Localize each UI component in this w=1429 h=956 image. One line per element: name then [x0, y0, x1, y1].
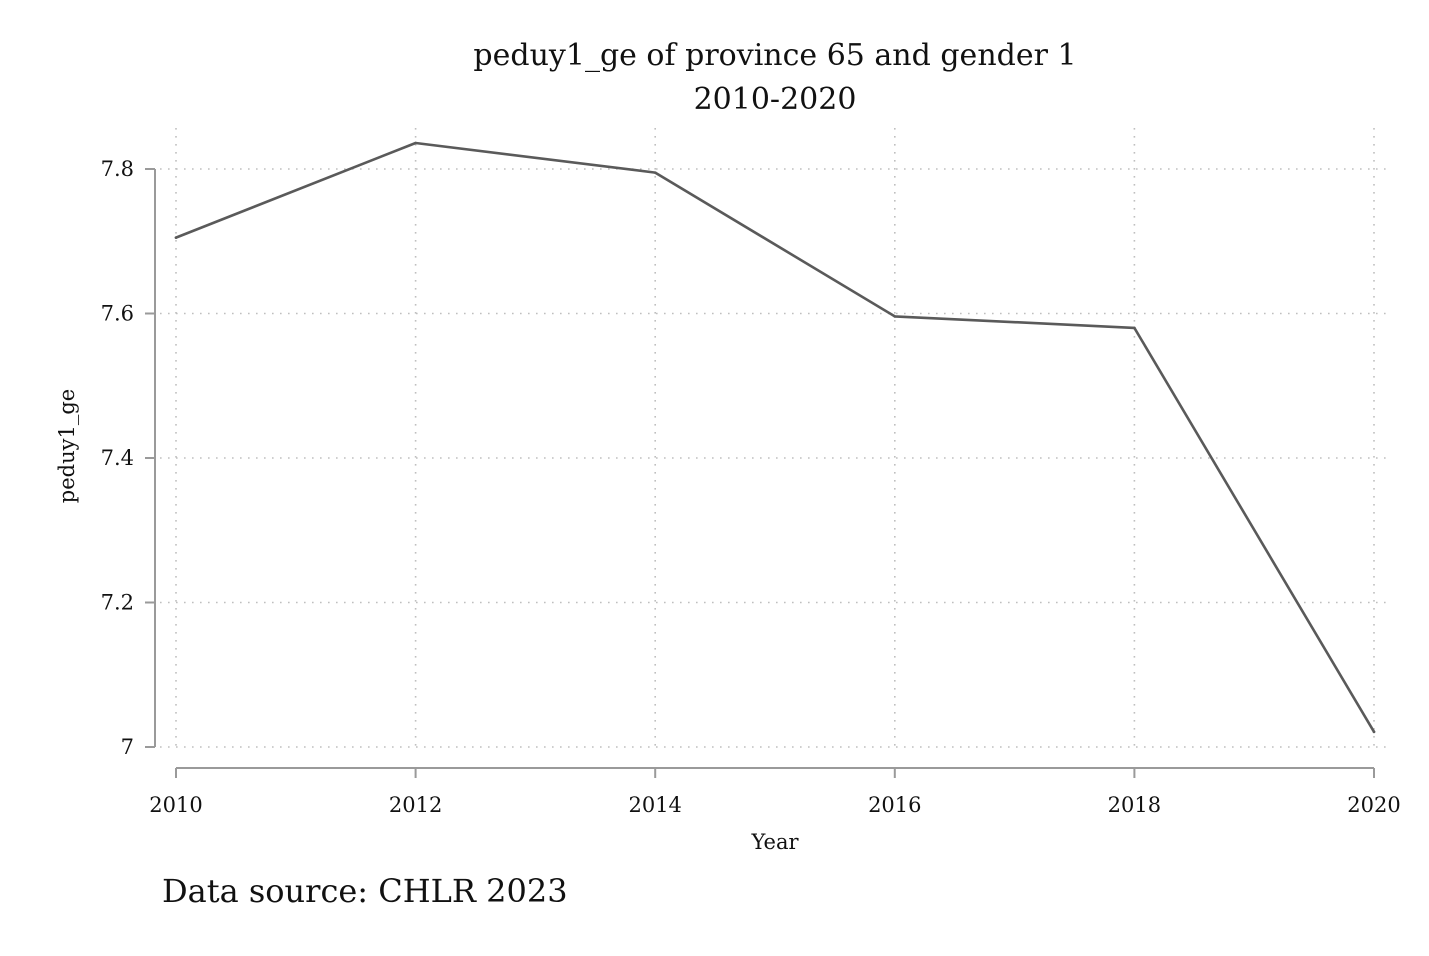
x-tick-label: 2016: [868, 793, 921, 817]
y-tick-label: 7: [121, 735, 134, 759]
series-layer: [174, 141, 1376, 734]
x-tick-label: 2018: [1108, 793, 1161, 817]
x-axis-title: Year: [750, 830, 799, 854]
grid: [160, 128, 1392, 752]
data-source-note: Data source: CHLR 2023: [162, 872, 568, 910]
data-point: [893, 315, 897, 318]
series-line: [174, 141, 1376, 734]
x-tick-label: 2010: [149, 793, 202, 817]
y-tick-label: 7.8: [101, 157, 134, 181]
chart-title: peduy1_ge of province 65 and gender 1: [473, 38, 1076, 73]
chart-subtitle: 2010-2020: [694, 82, 857, 117]
y-tick-label: 7.6: [101, 302, 134, 326]
x-tick-label: 2014: [628, 793, 681, 817]
data-point: [1372, 730, 1376, 734]
y-tick-label: 7.4: [101, 446, 134, 470]
y-tick-label: 7.2: [101, 591, 134, 615]
x-tick-label: 2012: [389, 793, 442, 817]
data-point: [653, 171, 657, 174]
y-axis-title: peduy1_ge: [55, 389, 79, 503]
x-tick-label: 2020: [1347, 793, 1400, 817]
axes: 7 7.2 7.4 7.6 7.8 2010 2012 2014 2016 2018 2020: [101, 157, 1401, 817]
data-point: [174, 236, 178, 239]
data-point: [414, 141, 417, 145]
data-point: [1133, 326, 1136, 330]
